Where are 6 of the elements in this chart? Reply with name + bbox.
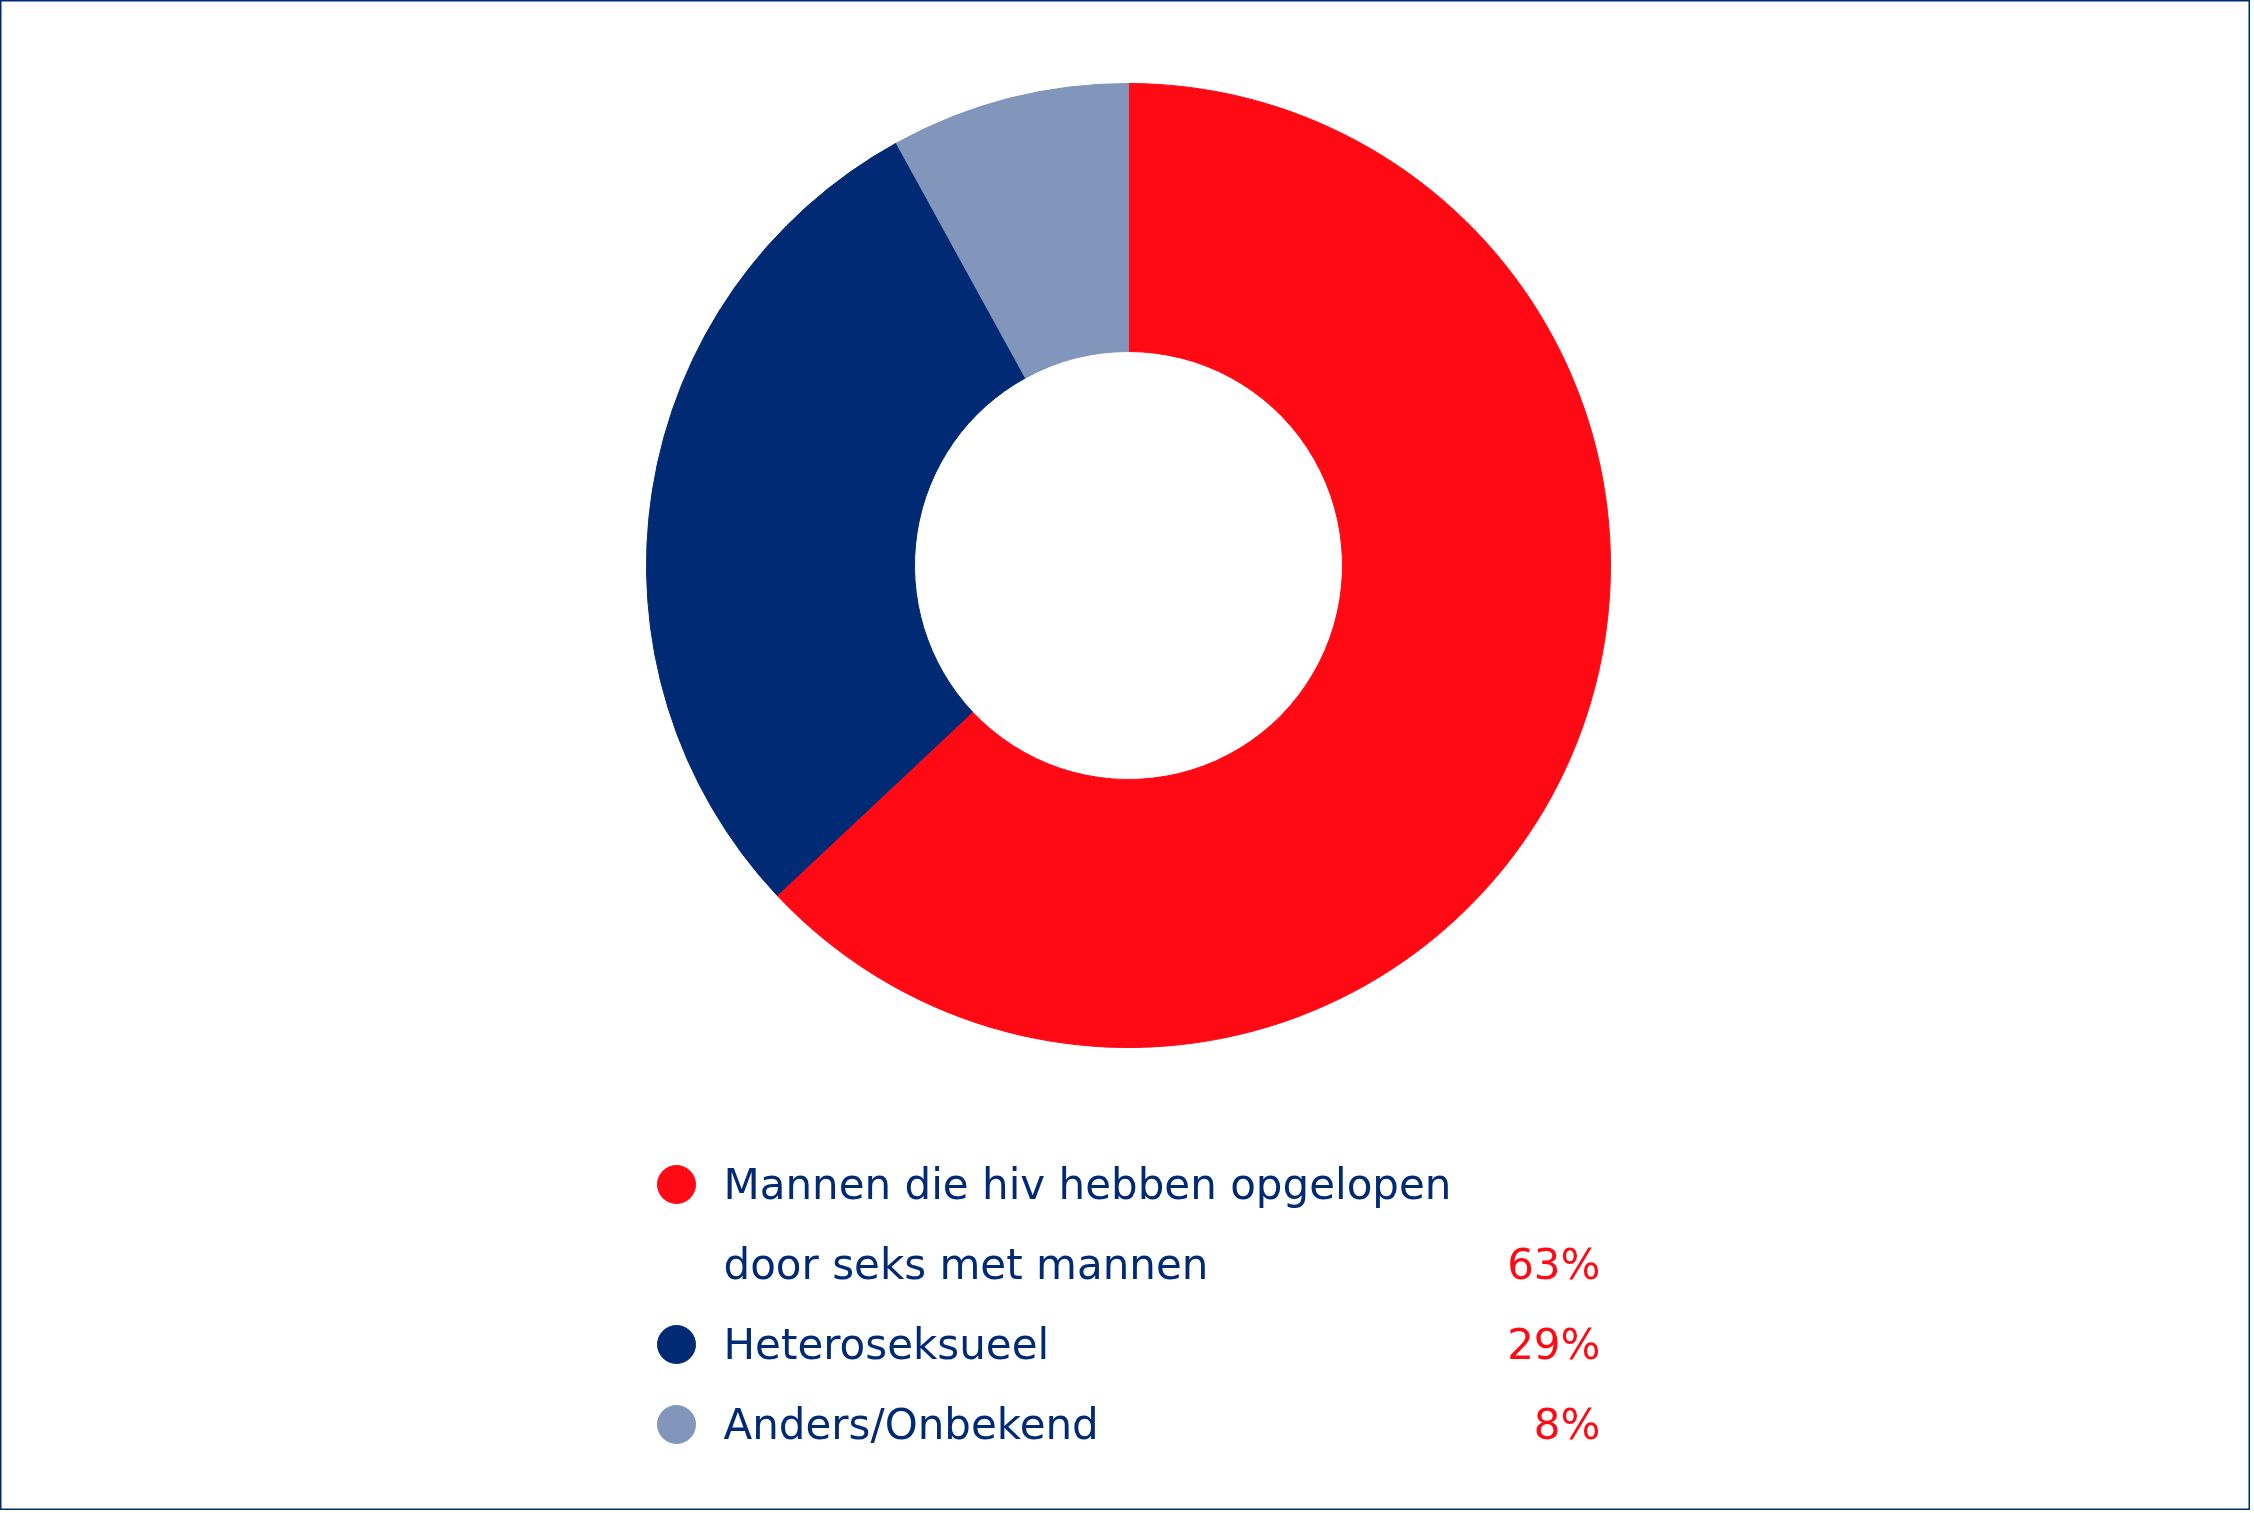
data-label: 29% bbox=[1507, 1320, 1601, 1369]
legend-label: Anders/Onbekend bbox=[723, 1400, 1099, 1449]
data-label: 63% bbox=[1507, 1240, 1601, 1289]
legend-label: Mannen die hiv hebben opgelopen door seks met mannen bbox=[723, 1160, 1452, 1289]
data-label: 8% bbox=[1533, 1400, 1601, 1449]
legend-label: Heteroseksueel bbox=[723, 1320, 1050, 1369]
